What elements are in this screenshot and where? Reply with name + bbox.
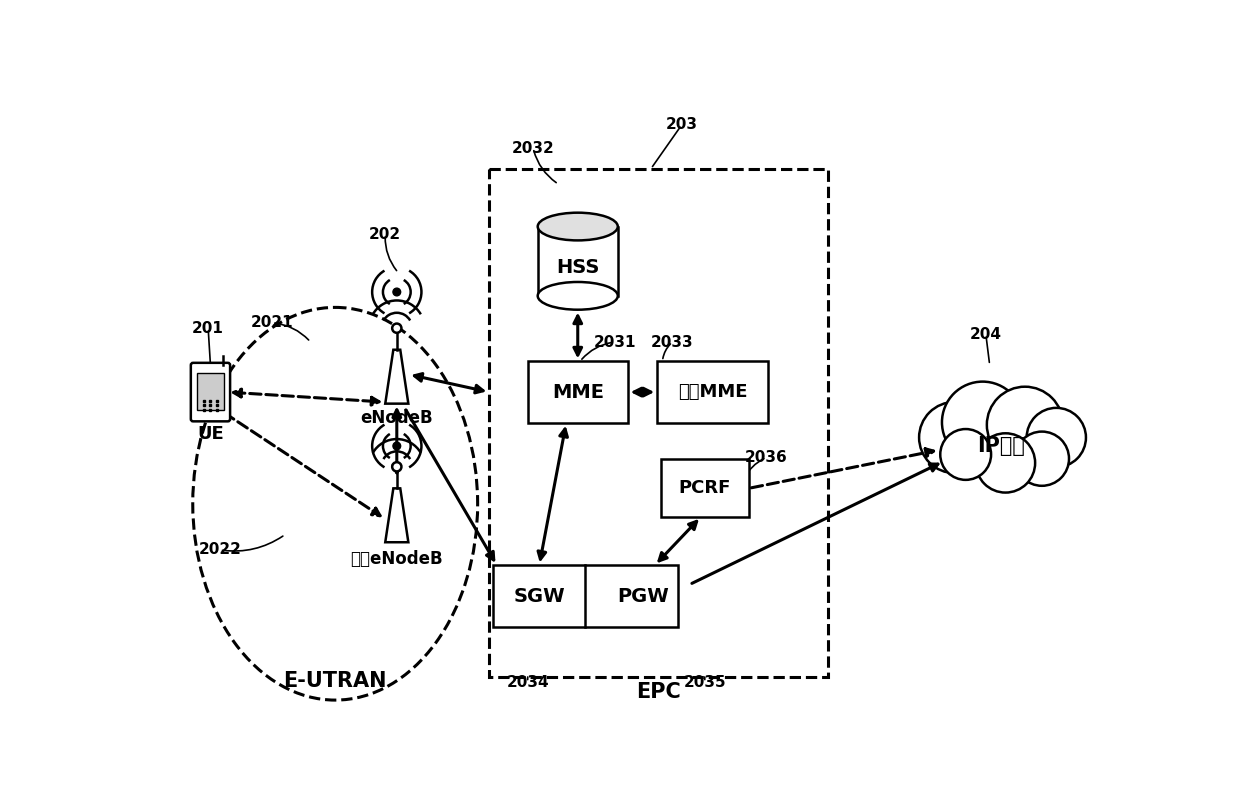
Text: 2035: 2035 [683,675,727,690]
FancyBboxPatch shape [191,363,231,422]
Text: 其它MME: 其它MME [678,383,748,401]
Circle shape [942,382,1023,463]
Bar [661,459,749,517]
Text: 2033: 2033 [651,335,693,350]
Circle shape [940,429,991,480]
Ellipse shape [538,282,618,310]
Ellipse shape [192,308,477,700]
Bar [538,226,618,296]
Circle shape [919,402,991,473]
Text: 2031: 2031 [594,335,636,350]
Circle shape [1027,408,1086,467]
Circle shape [987,387,1063,463]
Text: 2034: 2034 [506,675,549,690]
Text: PCRF: PCRF [678,479,732,497]
Text: 2022: 2022 [198,543,241,557]
Text: MME: MME [552,383,604,402]
Bar [494,565,678,627]
Bar [528,361,627,423]
Text: 202: 202 [370,226,402,241]
Text: 2021: 2021 [250,316,294,330]
Circle shape [976,434,1035,493]
Circle shape [1014,432,1069,486]
Text: IP业务: IP业务 [977,436,1025,456]
Text: SGW: SGW [513,587,565,606]
Text: PGW: PGW [618,587,670,606]
Text: eNodeB: eNodeB [361,409,433,426]
Bar [657,361,769,423]
Circle shape [392,324,402,333]
Text: 2036: 2036 [745,450,787,465]
Bar [490,169,828,677]
Circle shape [393,442,401,450]
Circle shape [392,462,402,471]
Text: 2032: 2032 [512,140,554,155]
Bar [197,373,224,410]
Text: 其它eNodeB: 其它eNodeB [351,550,443,568]
Text: 203: 203 [666,117,698,132]
Text: HSS: HSS [556,258,599,277]
Text: EPC: EPC [636,682,681,702]
Polygon shape [386,350,408,403]
Text: E-UTRAN: E-UTRAN [284,671,387,691]
Circle shape [393,289,401,296]
Ellipse shape [538,213,618,241]
Polygon shape [386,489,408,542]
Text: UE: UE [197,426,224,443]
Text: 201: 201 [192,320,224,336]
Text: 204: 204 [970,327,1002,342]
